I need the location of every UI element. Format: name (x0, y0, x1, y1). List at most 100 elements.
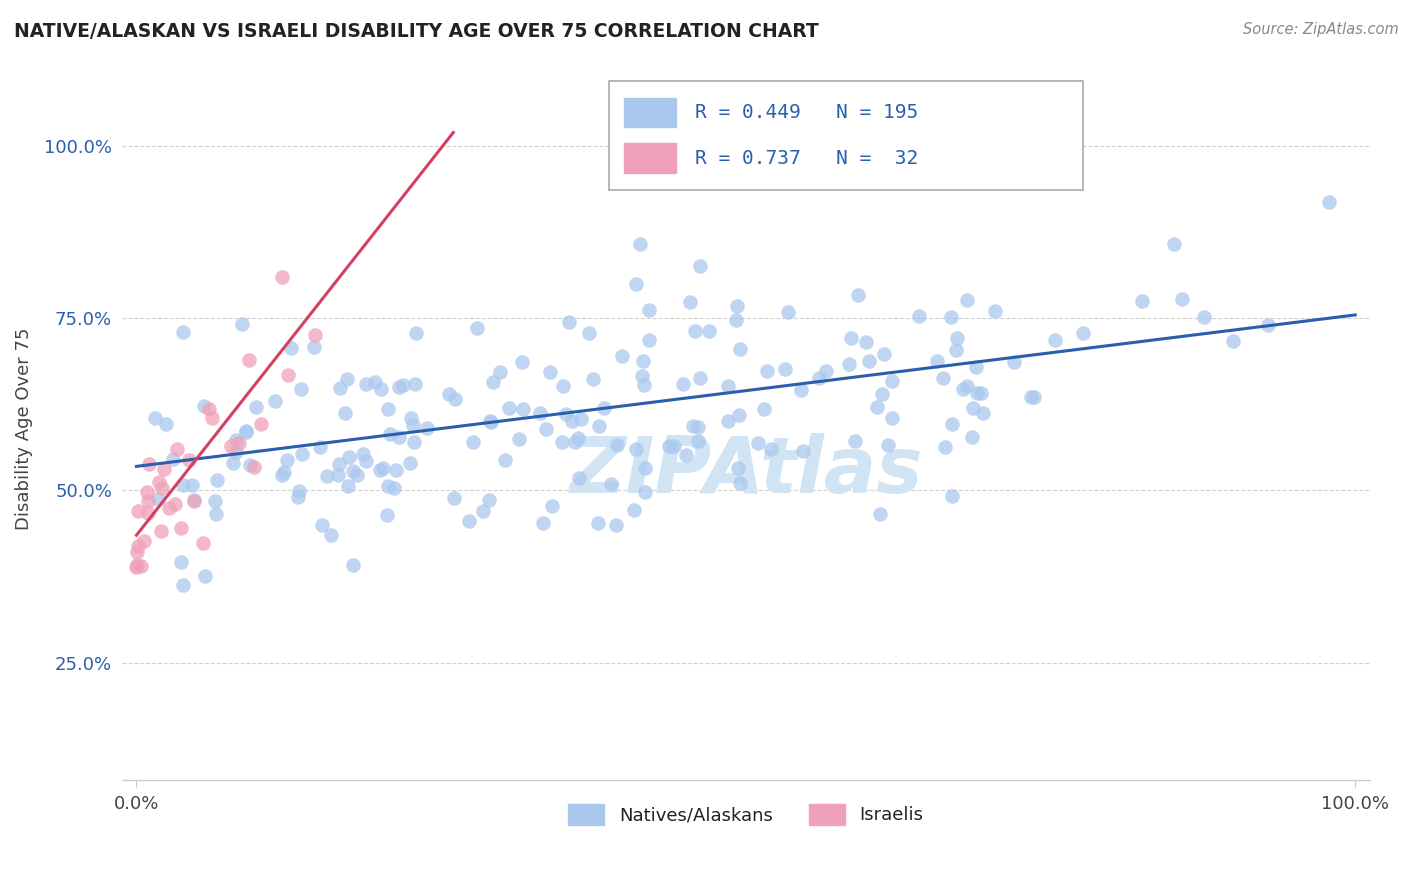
Point (682, 418, 704, 433)
Point (1071, 326, 1094, 340)
Point (946, 330, 969, 344)
Point (778, 304, 800, 318)
Point (385, 463, 408, 477)
Point (162, 451, 184, 466)
Point (152, 481, 174, 495)
Point (370, 382, 392, 396)
Point (955, 379, 977, 393)
Point (290, 382, 312, 396)
Point (1130, 293, 1153, 308)
Point (245, 401, 267, 415)
Point (586, 516, 609, 531)
Point (437, 387, 460, 401)
Point (633, 354, 655, 368)
Point (337, 479, 360, 493)
Point (538, 365, 561, 379)
Point (183, 492, 205, 507)
Point (1194, 310, 1216, 325)
Point (689, 259, 711, 273)
Point (870, 387, 893, 401)
Point (150, 524, 173, 538)
Point (630, 368, 652, 383)
Point (675, 448, 697, 462)
Point (1317, 194, 1340, 209)
Point (790, 383, 813, 397)
Point (529, 406, 551, 420)
Point (880, 375, 903, 389)
Point (1002, 355, 1025, 369)
Point (405, 326, 427, 340)
Point (204, 494, 226, 508)
Point (624, 442, 647, 456)
Point (377, 402, 399, 417)
Point (877, 438, 900, 452)
Point (132, 533, 155, 548)
Point (761, 442, 783, 457)
Point (145, 410, 167, 425)
Point (170, 521, 193, 535)
Point (571, 412, 593, 426)
Text: NATIVE/ALASKAN VS ISRAELI DISABILITY AGE OVER 75 CORRELATION CHART: NATIVE/ALASKAN VS ISRAELI DISABILITY AGE… (14, 22, 818, 41)
Point (623, 502, 645, 516)
Point (478, 493, 501, 508)
Point (127, 539, 149, 553)
Point (392, 378, 415, 392)
Point (280, 341, 302, 355)
Point (193, 399, 215, 413)
Point (578, 326, 600, 340)
FancyBboxPatch shape (609, 81, 1083, 190)
Point (273, 465, 295, 479)
Point (972, 406, 994, 420)
Point (270, 270, 292, 285)
Point (815, 364, 838, 378)
Point (941, 417, 963, 432)
Point (551, 435, 574, 450)
Point (404, 377, 426, 392)
Point (838, 357, 860, 371)
Point (225, 433, 247, 447)
Legend: Natives/Alaskans, Israelis: Natives/Alaskans, Israelis (560, 795, 932, 834)
Point (610, 349, 633, 363)
Point (146, 491, 169, 506)
Point (1257, 318, 1279, 332)
Point (291, 447, 314, 461)
Point (288, 483, 311, 498)
Point (388, 380, 411, 394)
Point (582, 372, 605, 386)
Point (311, 518, 333, 533)
Point (1222, 334, 1244, 349)
Point (1163, 237, 1185, 252)
Point (153, 462, 176, 476)
Point (510, 354, 533, 368)
Point (194, 569, 217, 583)
Point (844, 434, 866, 449)
Point (934, 440, 956, 454)
Point (553, 378, 575, 392)
Point (277, 368, 299, 382)
Point (287, 490, 309, 504)
Point (404, 435, 426, 450)
Point (541, 499, 564, 513)
Point (443, 491, 465, 506)
Point (336, 372, 359, 386)
Point (494, 453, 516, 467)
Point (148, 475, 170, 490)
Point (727, 409, 749, 423)
Point (416, 421, 439, 435)
FancyBboxPatch shape (623, 98, 676, 128)
Point (600, 476, 623, 491)
Point (342, 464, 364, 478)
Point (1019, 390, 1042, 404)
Text: R = 0.737   N =  32: R = 0.737 N = 32 (695, 149, 918, 168)
Point (373, 461, 395, 475)
Text: Source: ZipAtlas.com: Source: ZipAtlas.com (1243, 22, 1399, 37)
Text: ZIPAtlas: ZIPAtlas (569, 433, 922, 508)
Point (970, 386, 993, 401)
Point (354, 454, 377, 468)
Point (489, 365, 512, 379)
Point (364, 375, 387, 389)
Point (165, 497, 187, 511)
Point (564, 435, 586, 450)
Point (170, 555, 193, 569)
Point (238, 352, 260, 367)
